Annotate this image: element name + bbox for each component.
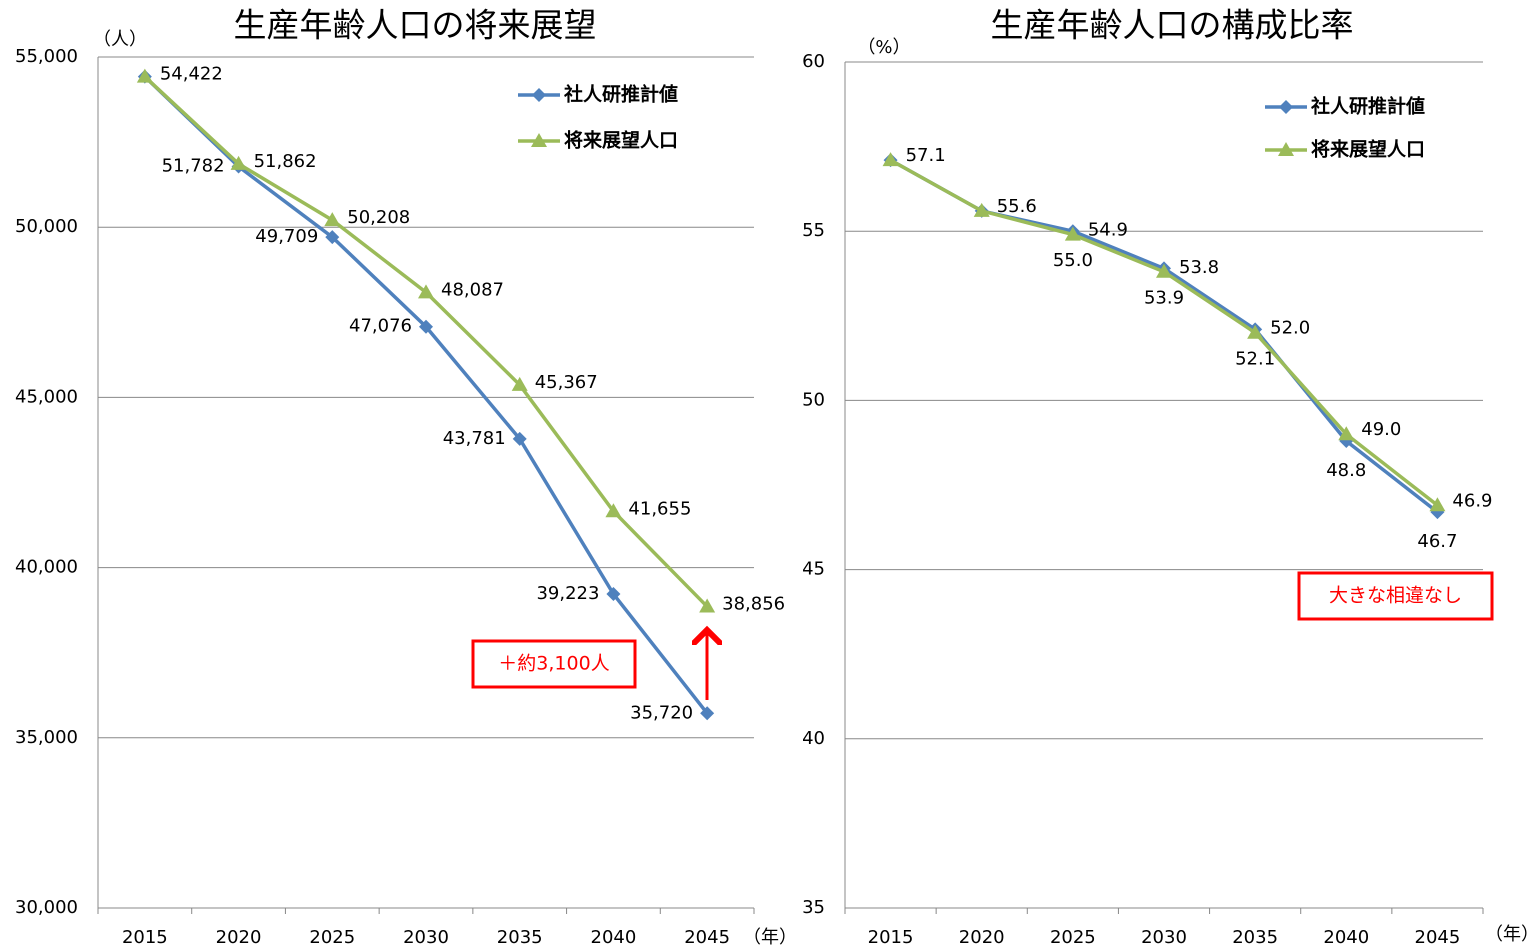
data-label: 43,781 [443,428,506,449]
y-tick-label: 50,000 [15,216,78,237]
x-tick-label: 2040 [1323,927,1369,948]
data-label: 51,862 [254,151,317,172]
data-point [699,598,716,613]
data-label: 53.8 [1179,257,1219,278]
x-tick-label: 2045 [1415,927,1461,948]
data-label: 55.6 [997,196,1037,217]
data-point [882,152,899,167]
data-label: 45,367 [535,372,598,393]
title: 生産年齢人口の将来展望 [234,6,597,45]
data-point [700,706,715,721]
x-tick-label: 2025 [309,927,355,948]
data-point [605,503,622,518]
legend-marker [531,133,547,147]
data-point [324,212,341,227]
data-point [1064,226,1081,241]
data-label: 46.7 [1417,531,1457,552]
x-tick-label: 2035 [1232,927,1278,948]
data-label: 54,422 [160,64,223,85]
data-label: 48,087 [441,279,504,300]
y-tick-label: 45,000 [15,386,78,407]
data-label: 49.0 [1361,419,1401,440]
data-label: 41,655 [628,498,691,519]
y-tick-label: 50 [802,389,825,410]
series-line [143,75,709,715]
annotation: ＋約3,100人 [498,653,609,675]
y-tick-label: 35,000 [15,727,78,748]
data-label: 50,208 [347,207,410,228]
legend-label: 将来展望人口 [564,129,678,152]
y-tick-label: 40,000 [15,557,78,578]
data-label: 48.8 [1326,460,1366,481]
y-axis-label: （%） [857,37,910,58]
data-label: 55.0 [1053,250,1093,271]
data-point [136,68,153,83]
data-label: 35,720 [630,702,693,723]
data-point [1247,324,1264,339]
data-point [419,319,433,334]
x-axis-label: （年） [1485,924,1537,945]
data-label: 46.9 [1452,490,1492,511]
data-label: 53.9 [1144,287,1184,308]
y-tick-label: 45 [802,559,825,580]
data-point [230,155,247,170]
y-tick-label: 35 [802,897,825,918]
x-tick-label: 2030 [403,927,449,948]
x-tick-label: 2030 [1141,927,1187,948]
legend-label: 社人研推計値 [563,83,678,106]
y-tick-label: 60 [802,51,825,72]
series-line [889,158,1439,507]
data-label: 57.1 [906,145,946,166]
data-label: 54.9 [1088,220,1128,241]
x-axis-label: （年） [743,927,797,948]
data-point [973,202,990,217]
data-point [512,431,527,446]
annotation: 大きな相違なし [1329,585,1462,607]
data-label: 47,076 [349,316,412,337]
data-point [1338,426,1355,441]
data-label: 52.0 [1270,318,1310,339]
data-point [1429,497,1446,512]
series-line [143,75,709,608]
x-tick-label: 2035 [497,927,543,948]
legend-label: 将来展望人口 [1311,138,1425,161]
title: 生産年齢人口の構成比率 [991,6,1354,45]
data-label: 49,709 [255,226,318,247]
legend-marker [1279,100,1293,114]
data-point [606,587,621,602]
annotation-box [1297,571,1494,621]
x-tick-label: 2015 [122,927,168,948]
y-tick-label: 55,000 [15,46,78,67]
data-label: 52.1 [1235,348,1275,369]
legend-label: 社人研推計値 [1310,95,1425,118]
x-tick-label: 2020 [959,927,1005,948]
x-tick-label: 2015 [868,927,914,948]
annotation-box [471,639,637,689]
data-point [325,230,340,245]
data-label: 38,856 [722,594,785,615]
x-tick-label: 2045 [684,927,730,948]
data-point [511,376,528,391]
y-tick-label: 30,000 [15,897,78,918]
x-tick-label: 2020 [216,927,262,948]
legend-marker [532,88,546,102]
y-tick-label: 40 [802,728,825,749]
y-tick-label: 55 [802,220,825,241]
x-tick-label: 2040 [591,927,637,948]
y-axis-label: （人） [93,29,147,50]
data-point [1156,263,1172,278]
data-label: 39,223 [536,583,599,604]
x-tick-label: 2025 [1050,927,1096,948]
data-label: 51,782 [162,156,225,177]
data-point [1430,505,1445,520]
legend-marker [1278,142,1294,156]
data-point [418,284,434,299]
